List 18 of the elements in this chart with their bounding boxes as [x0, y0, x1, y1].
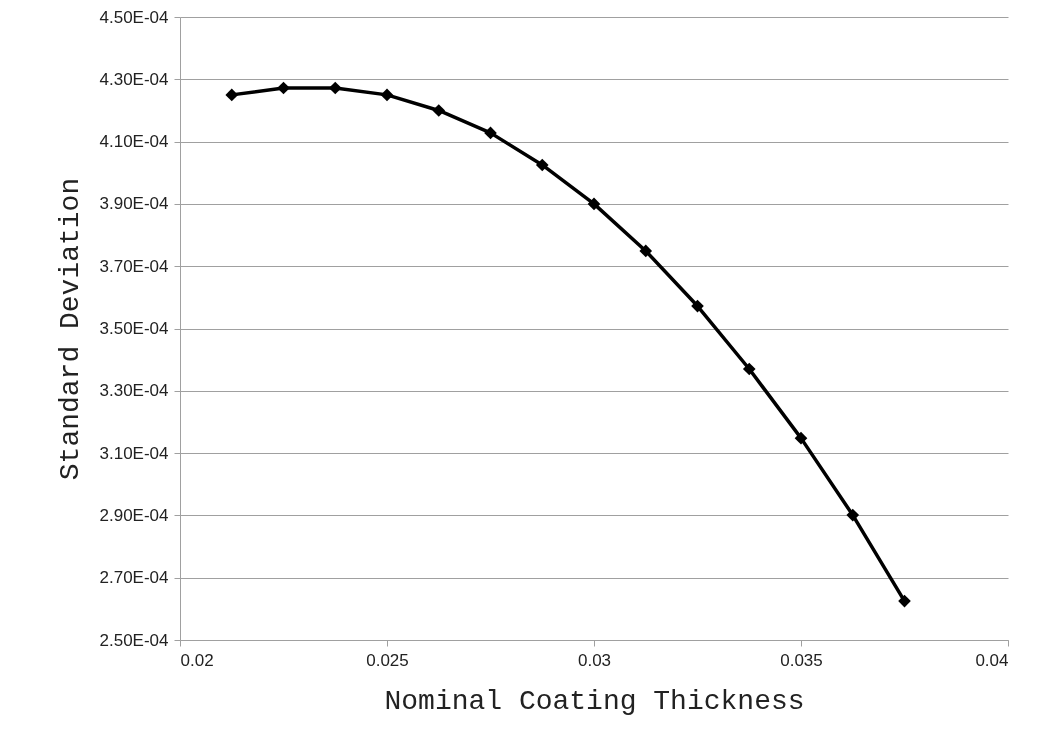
- y-tick-label: 4.10E-04: [99, 132, 169, 152]
- x-tick-label: 0.025: [366, 650, 409, 670]
- y-tick-label: 3.30E-04: [99, 381, 169, 401]
- y-tick-label: 2.70E-04: [99, 568, 169, 588]
- y-tick-label: 4.30E-04: [99, 69, 169, 89]
- y-tick-label: 3.70E-04: [99, 256, 169, 276]
- x-tick-label: 0.035: [780, 650, 823, 670]
- x-axis-title: Nominal Coating Thickness: [384, 685, 805, 717]
- y-tick-label: 2.90E-04: [99, 505, 169, 525]
- x-tick-label: 0.02: [180, 650, 214, 670]
- y-tick-label: 2.50E-04: [99, 630, 169, 650]
- y-tick-label: 4.50E-04: [99, 7, 169, 27]
- y-tick-label: 3.90E-04: [99, 194, 169, 214]
- y-tick-label: 3.50E-04: [99, 319, 169, 338]
- y-tick-label: 3.10E-04: [99, 443, 169, 463]
- x-tick-label: 0.03: [577, 650, 612, 670]
- x-tick-label: 0.04: [975, 650, 1009, 670]
- y-axis-title: Standard Deviation: [54, 177, 86, 481]
